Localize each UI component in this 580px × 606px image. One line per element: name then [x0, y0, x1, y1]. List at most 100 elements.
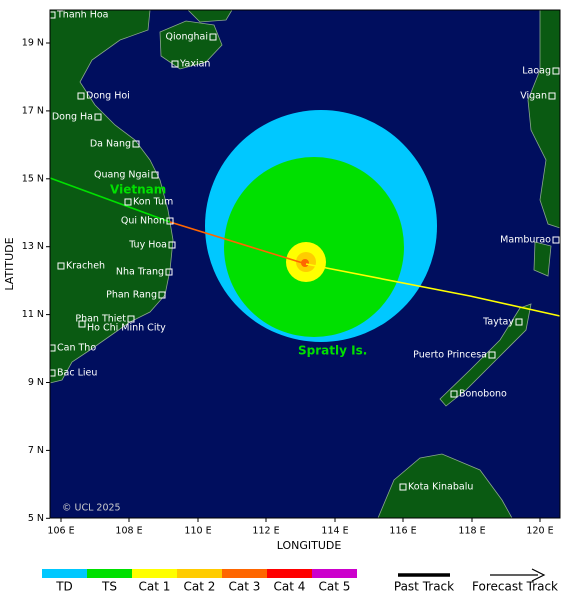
forecast-track [305, 263, 561, 317]
place-label: Dong Ha [52, 112, 93, 123]
place-label: Taytay [482, 317, 514, 328]
place-label: Quang Ngai [94, 170, 150, 181]
place-marker [57, 262, 65, 270]
place-marker [171, 60, 179, 68]
place-label: Tuy Hoa [128, 240, 167, 251]
place-label: Puerto Princesa [413, 350, 487, 361]
legend-swatch [222, 569, 267, 578]
x-tick-label: 108 E [115, 526, 142, 537]
place-label: Kota Kinabalu [408, 482, 473, 493]
place-marker [151, 171, 159, 179]
place-marker [209, 33, 217, 41]
place-marker [552, 236, 560, 244]
credit: © UCL 2025 [62, 503, 121, 514]
hainan [159, 20, 223, 70]
legend-label: TD [55, 580, 73, 594]
legend-label: Cat 2 [184, 580, 216, 594]
place-marker [48, 11, 56, 19]
place-marker [48, 344, 56, 352]
legend-swatch [177, 569, 222, 578]
place-marker [158, 291, 166, 299]
place-marker [127, 315, 135, 323]
x-tick-label: 114 E [321, 526, 348, 537]
place-label: Phan Rang [106, 290, 157, 301]
storm-wind-field [205, 110, 437, 342]
x-tick-label: 116 E [389, 526, 416, 537]
place-label: Bac Lieu [57, 368, 97, 379]
country-label: Vietnam [110, 183, 166, 197]
borneo [377, 453, 513, 519]
place-label: Bonobono [459, 389, 507, 400]
y-tick-label: 5 N [28, 513, 44, 524]
palawan [439, 303, 532, 407]
x-tick-label: 112 E [252, 526, 279, 537]
legend-label: TS [101, 580, 117, 594]
place-marker [166, 217, 174, 225]
x-tick-label: 120 E [526, 526, 553, 537]
islands-label: Spratly Is. [298, 344, 367, 358]
x-axis-label: LONGITUDE [277, 539, 342, 552]
place-label: Qionghai [166, 32, 208, 43]
place-marker [124, 198, 132, 206]
y-tick-label: 19 N [22, 38, 44, 49]
legend-swatch [312, 569, 357, 578]
place-label: Dong Hoi [86, 91, 130, 102]
legend-swatch [87, 569, 132, 578]
place-marker [399, 483, 407, 491]
legend-label: Cat 3 [229, 580, 261, 594]
place-label: Kon Tum [133, 197, 173, 208]
place-marker [548, 92, 556, 100]
y-axis-label: LATITUDE [3, 237, 16, 290]
y-tick-label: 9 N [28, 377, 44, 388]
place-marker [48, 369, 56, 377]
x-tick-label: 118 E [458, 526, 485, 537]
place-marker [78, 320, 86, 328]
legend-label: Cat 4 [274, 580, 306, 594]
place-label: Kracheh [66, 261, 105, 272]
legend-swatch [42, 569, 87, 578]
legend-swatch [132, 569, 177, 578]
y-tick-label: 11 N [22, 309, 44, 320]
legend-label: Cat 5 [319, 580, 351, 594]
map-frame [49, 9, 561, 519]
place-marker [94, 113, 102, 121]
y-tick-label: 7 N [28, 445, 44, 456]
place-label: Nha Trang [116, 267, 164, 278]
place-label: Yaxian [179, 59, 210, 70]
place-label: Mamburao [500, 235, 551, 246]
y-tick-label: 17 N [22, 105, 44, 116]
place-marker [77, 92, 85, 100]
track [49, 177, 561, 317]
x-tick-label: 110 E [184, 526, 211, 537]
place-label: Laoag [522, 66, 551, 77]
places: Thanh Hoa Qionghai Yaxian Laoag Dong Hoi Viga… [48, 10, 560, 493]
place-marker [515, 318, 523, 326]
place-label: Phan Thiet [75, 314, 126, 325]
y-tick-label: 13 N [22, 241, 44, 252]
past-track-label: Past Track [394, 580, 454, 594]
legend: TD TS Cat 1 Cat 2 Cat 3 Cat 4 Cat 5 [42, 569, 357, 594]
indochina [49, 9, 174, 384]
place-label: Da Nang [90, 139, 131, 150]
place-label: Ho Chi Minh City [87, 323, 166, 334]
place-label: Vigan [520, 91, 547, 102]
y-tick-label: 15 N [22, 173, 44, 184]
forecast-arrow [531, 568, 546, 582]
place-marker [132, 140, 140, 148]
past-track-cat [169, 221, 307, 265]
place-marker [450, 390, 458, 398]
place-label: Qui Nhon [121, 216, 165, 227]
mindoro [533, 241, 552, 277]
place-marker [168, 241, 176, 249]
place-marker [552, 67, 560, 75]
land [49, 9, 561, 519]
past-track-ts [49, 177, 171, 223]
forecast-track-label: Forecast Track [472, 580, 558, 594]
ticks: 106 E 108 E 110 E 112 E 114 E 116 E 118 E 120 E… [22, 38, 554, 537]
place-label: Thanh Hoa [56, 10, 109, 21]
legend-swatch [267, 569, 312, 578]
x-tick-label: 106 E [47, 526, 74, 537]
place-label: Can Tho [57, 343, 96, 354]
